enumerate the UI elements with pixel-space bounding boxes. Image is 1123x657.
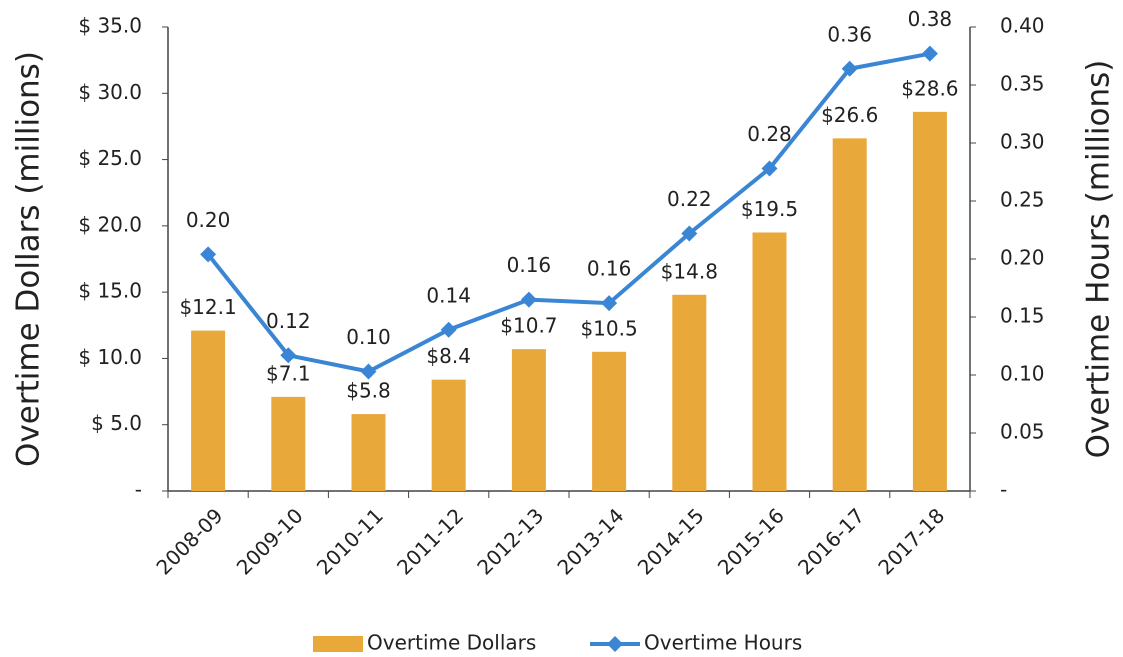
y-tick-label: - [135,478,142,502]
y2-tick-label: 0.10 [1000,362,1045,386]
line-marker [601,295,618,312]
legend-swatch-marker [607,636,623,652]
legend-label: Overtime Dollars [367,631,536,655]
y-tick-label: $ 10.0 [78,345,142,369]
line-value-label: 0.16 [507,253,552,277]
bar [431,379,466,491]
y-tick-label: $ 35.0 [78,14,142,38]
bar-value-label: $8.4 [426,344,471,368]
y2-tick-label: 0.35 [1000,72,1045,96]
line-value-label: 0.28 [747,122,792,146]
x-tick-label: 2010-11 [312,503,388,579]
bar-value-label: $7.1 [266,361,311,385]
line-value-label: 0.16 [587,257,632,281]
bar [191,330,226,491]
y2-tick-label: - [1000,478,1007,502]
bar [351,414,386,491]
y2-tick-label: 0.25 [1000,188,1045,212]
bar-value-label: $14.8 [661,259,718,283]
y2-tick-label: 0.20 [1000,246,1045,270]
bar-value-label: $5.8 [346,379,391,403]
bar [832,138,867,492]
y2-tick-label: 0.40 [1000,14,1045,38]
y2-tick-label: 0.15 [1000,304,1045,328]
bar [271,396,306,491]
x-tick-label: 2013-14 [552,503,628,579]
x-tick-label: 2015-16 [713,503,789,579]
line [206,51,931,374]
line-marker [681,225,698,242]
bar [912,111,947,492]
x-tick-label: 2011-12 [392,503,468,579]
bar [672,294,707,491]
legend-label: Overtime Hours [644,631,802,655]
line-marker [841,60,858,77]
bar [752,232,787,491]
y2-tick-label: 0.05 [1000,420,1045,444]
bar-value-label: $10.5 [580,316,637,340]
line-value-label: 0.14 [426,283,471,307]
line-marker [921,45,938,62]
y-axis-title: Overtime Dollars (millions) [11,51,47,467]
y-tick-label: $ 15.0 [78,279,142,303]
x-tick-label: 2008-09 [151,503,227,579]
bar [511,349,546,491]
y2-axis-title: Overtime Hours (millions) [1081,60,1117,459]
line-value-label: 0.20 [186,208,231,232]
y-tick-label: $ 20.0 [78,212,142,236]
y2-tick-label: 0.30 [1000,130,1045,154]
bar-value-label: $28.6 [901,76,958,100]
line-marker [280,347,297,364]
legend-swatch [313,636,363,652]
line-marker [360,363,377,380]
x-tick-label: 2012-13 [472,503,548,579]
line-value-label: 0.22 [667,187,712,211]
bar-value-label: $19.5 [741,197,798,221]
x-tick-label: 2014-15 [633,503,709,579]
bar-value-label: $10.7 [500,314,557,338]
x-tick-label: 2009-10 [232,503,308,579]
y-tick-label: $ 30.0 [78,80,142,104]
line-marker [440,321,457,338]
bar-value-label: $12.1 [179,295,236,319]
line-value-label: 0.10 [346,325,391,349]
line-value-label: 0.36 [827,22,872,46]
bar-value-label: $26.6 [821,103,878,127]
line-value-label: 0.12 [266,309,311,333]
y-tick-label: $ 25.0 [78,146,142,170]
x-tick-label: 2017-18 [873,503,949,579]
line-marker [520,291,537,308]
line-value-label: 0.38 [908,7,953,31]
y-tick-label: $ 5.0 [91,411,142,435]
line-marker [761,160,778,177]
bar [592,351,627,491]
line-marker [200,246,217,263]
x-tick-label: 2016-17 [793,503,869,579]
